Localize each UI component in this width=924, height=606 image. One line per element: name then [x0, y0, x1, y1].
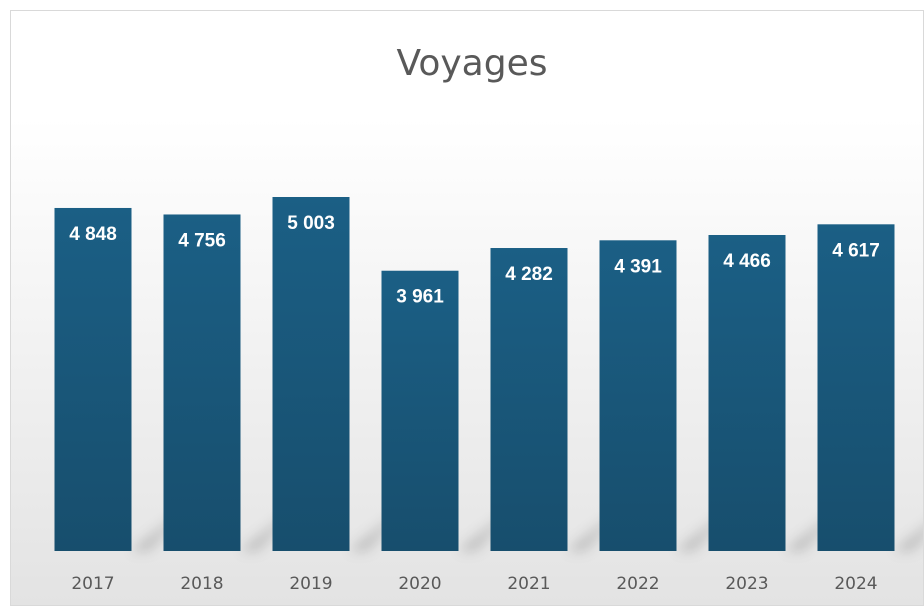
data-label-2017: 4 848 — [69, 224, 117, 245]
bar-chart: Voyages 4 848 4 756 5 003 3 961 4 282 4 391 4 … — [54, 43, 923, 594]
x-tick-2023: 2023 — [725, 574, 768, 594]
x-tick-2022: 2022 — [616, 574, 659, 594]
x-tick-2024: 2024 — [834, 574, 877, 594]
bar-2018 — [163, 214, 241, 551]
data-label-2021: 4 282 — [505, 264, 553, 285]
bar-2023 — [708, 234, 786, 551]
data-label-2019: 5 003 — [287, 213, 335, 234]
bar-2017 — [54, 207, 132, 552]
data-label-2018: 4 756 — [178, 230, 226, 251]
data-label-2024: 4 617 — [832, 240, 880, 261]
bar-2024 — [817, 224, 895, 551]
x-tick-2019: 2019 — [289, 574, 332, 594]
x-tick-2020: 2020 — [398, 574, 441, 594]
data-label-2020: 3 961 — [396, 287, 444, 308]
bar-2022 — [599, 240, 677, 551]
bar-shadow — [894, 526, 923, 551]
bar-2019 — [272, 197, 350, 551]
bar-2021 — [490, 248, 568, 552]
chart-frame: Voyages 4 848 4 756 5 003 3 961 4 282 4 391 4 … — [10, 10, 924, 606]
bar-2020 — [381, 270, 459, 551]
x-tick-2017: 2017 — [71, 574, 114, 594]
x-tick-2021: 2021 — [507, 574, 550, 594]
x-tick-2018: 2018 — [180, 574, 223, 594]
data-label-2023: 4 466 — [723, 251, 771, 272]
data-label-2022: 4 391 — [614, 256, 662, 277]
chart-title: Voyages — [397, 43, 548, 84]
